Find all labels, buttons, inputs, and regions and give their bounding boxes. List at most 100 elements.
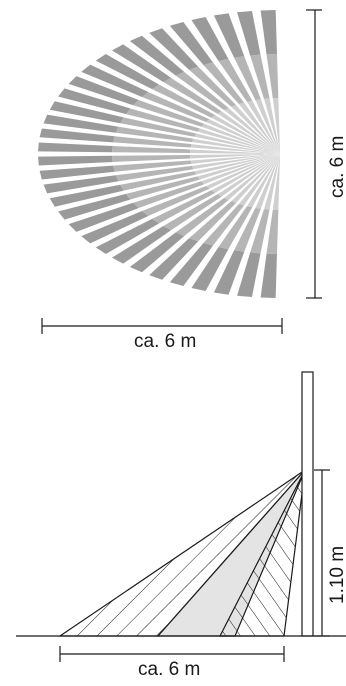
- fan-ray-segment: [247, 100, 280, 154]
- fan-ray-segment: [247, 154, 280, 208]
- fan-ray-segment: [237, 252, 261, 298]
- fan-ray-segment: [43, 175, 119, 194]
- fan-ray-segment: [239, 154, 280, 206]
- fan-ray-segment: [272, 154, 280, 210]
- fan-ray-segment: [211, 115, 280, 154]
- fan-ray-segment: [218, 58, 253, 102]
- fan-ray-segment: [142, 91, 210, 123]
- fan-ray-segment: [163, 194, 222, 231]
- fan-ray-segment: [266, 54, 279, 99]
- wall: [301, 371, 314, 637]
- fan-ray-segment: [239, 102, 280, 154]
- fan-ray-segment: [189, 201, 237, 242]
- fan-ray-segment: [217, 111, 280, 154]
- fan-ray-segment: [194, 154, 280, 175]
- fan-ray-segment: [197, 154, 280, 180]
- fan-ray-segment: [234, 207, 261, 252]
- fan-ray-segment: [115, 126, 194, 143]
- fan-ray-segment: [201, 123, 280, 154]
- fan-ray-segment: [192, 154, 280, 170]
- fan-ray-segment: [129, 232, 185, 273]
- side-view-width-dimension: [59, 646, 285, 662]
- fan-ray-segment: [211, 154, 280, 193]
- fan-ray-segment: [264, 98, 280, 154]
- fan-ray-segment: [152, 190, 216, 224]
- fan-ray-segment: [113, 136, 192, 148]
- fan-ray-segment: [190, 144, 280, 154]
- side-view-height-dimension: [314, 469, 330, 637]
- fan-ray-segment: [201, 154, 280, 185]
- fan-ray-segment: [39, 128, 115, 143]
- fan-ray-segment: [191, 16, 229, 61]
- top-view-height-dimension: [306, 9, 322, 299]
- fan-ray-segment: [175, 197, 229, 237]
- fan-ray-segment: [112, 145, 191, 153]
- fan-ray-segment: [260, 253, 277, 298]
- fan-ray-segment: [231, 105, 280, 154]
- fan-ray-segment: [111, 44, 172, 83]
- fan-ray-segment: [250, 209, 270, 254]
- fan-ray-segment: [203, 62, 245, 105]
- fan-ray-segment: [81, 211, 149, 244]
- fan-ray-segment: [111, 225, 172, 264]
- fan-ray-segment: [255, 154, 280, 209]
- fan-ray-segment: [149, 238, 199, 280]
- fan-ray-segment: [224, 154, 280, 200]
- fan-ray-segment: [81, 64, 149, 97]
- fan-ray-segment: [43, 114, 119, 133]
- top-view-width-dimension: [41, 318, 283, 334]
- fan-ray-segment: [192, 138, 280, 154]
- top-view-fan: [38, 4, 290, 304]
- fan-ray-segment: [190, 149, 280, 154]
- fan-ray-segment: [49, 101, 124, 124]
- fan-ray-segment: [163, 77, 222, 114]
- top-view-height-label: ca. 6 m: [327, 135, 346, 198]
- fan-ray-segment: [149, 28, 199, 70]
- fan-ray-segment: [190, 154, 280, 164]
- fan-ray-segment: [175, 71, 229, 111]
- fan-ray-segment: [217, 154, 280, 197]
- fan-ray-segment: [38, 142, 113, 153]
- fan-ray-segment: [152, 84, 216, 118]
- fan-ray-segment: [231, 154, 280, 203]
- fan-ray-segment: [39, 165, 115, 180]
- fan-ray-segment: [190, 154, 280, 159]
- fan-ray-segment: [237, 10, 261, 56]
- fan-ray-segment: [169, 21, 213, 65]
- fan-ray-segment: [125, 176, 200, 200]
- top-view-width-label: ca. 6 m: [134, 331, 197, 352]
- fan-ray-segment: [197, 128, 280, 154]
- side-view-height-label: 1.10 m: [327, 545, 346, 604]
- fan-ray-segment: [189, 66, 237, 107]
- fan-ray-segment: [142, 185, 210, 217]
- fan-ray-segment: [95, 218, 160, 254]
- fan-ray-segment: [255, 99, 280, 154]
- fan-ray-segment: [266, 209, 279, 254]
- fan-ray-segment: [112, 155, 191, 163]
- fan-ray-segment: [58, 193, 131, 220]
- fan-ray-segment: [213, 250, 245, 295]
- fan-ray-segment: [58, 88, 131, 115]
- fan-ray-segment: [206, 119, 280, 154]
- side-view: [16, 371, 346, 637]
- fan-ray-segment: [38, 155, 113, 166]
- fan-ray-segment: [191, 247, 229, 292]
- fan-ray-segment: [49, 184, 124, 207]
- fan-ray-segment: [260, 10, 277, 55]
- fan-ray-segment: [95, 54, 160, 90]
- fan-ray-segment: [272, 98, 280, 154]
- fan-ray-segment: [203, 203, 245, 246]
- fan-ray-segment: [68, 76, 139, 106]
- fan-ray-segment: [213, 13, 245, 58]
- fan-ray-segment: [169, 243, 213, 287]
- fan-ray-segment: [133, 181, 205, 209]
- fan-ray-segment: [68, 202, 139, 232]
- fan-ray-segment: [113, 160, 192, 172]
- fan-ray-segment: [120, 171, 197, 191]
- fan-edge-mask: [280, 4, 290, 304]
- fan-ray-segment: [115, 165, 194, 182]
- fan-ray-segment: [125, 108, 200, 132]
- side-view-width-label: ca. 6 m: [138, 659, 201, 680]
- fan-ray-segment: [129, 35, 185, 76]
